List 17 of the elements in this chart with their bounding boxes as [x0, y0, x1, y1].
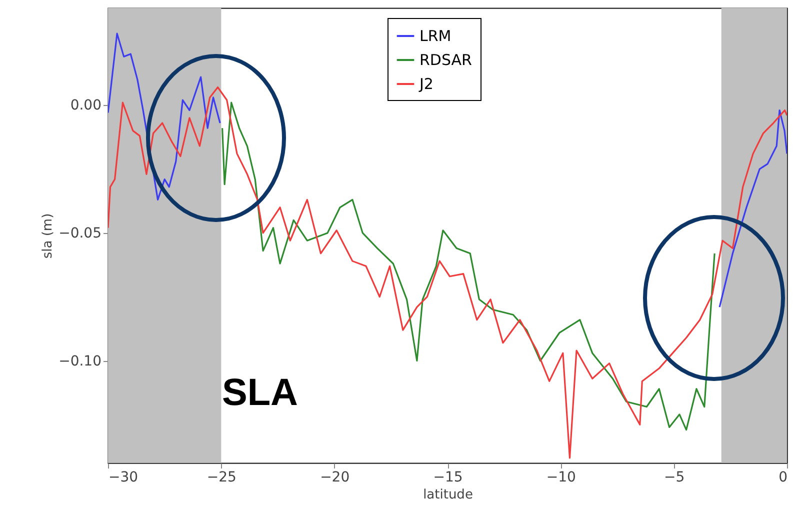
y-tick-label: 0.00: [70, 98, 102, 114]
x-tick-label: −10: [546, 470, 576, 486]
legend-label: RDSAR: [420, 51, 472, 69]
x-tick-label: −5: [664, 470, 685, 486]
x-tick-label: −20: [320, 470, 350, 486]
x-tick-label: −25: [206, 470, 236, 486]
legend-label: J2: [418, 75, 434, 93]
annotation: SLA: [222, 372, 298, 415]
x-axis-title: latitude: [423, 488, 473, 502]
y-axis-title: sla (m): [40, 213, 56, 259]
x-tick-label: 0: [778, 470, 788, 486]
x-tick-label: −30: [108, 470, 138, 486]
legend-label: LRM: [420, 27, 452, 45]
x-tick-label: −15: [433, 470, 463, 486]
line-series: [222, 102, 716, 431]
y-tick-label: −0.05: [58, 225, 102, 242]
y-tick-label: −0.10: [58, 353, 102, 370]
